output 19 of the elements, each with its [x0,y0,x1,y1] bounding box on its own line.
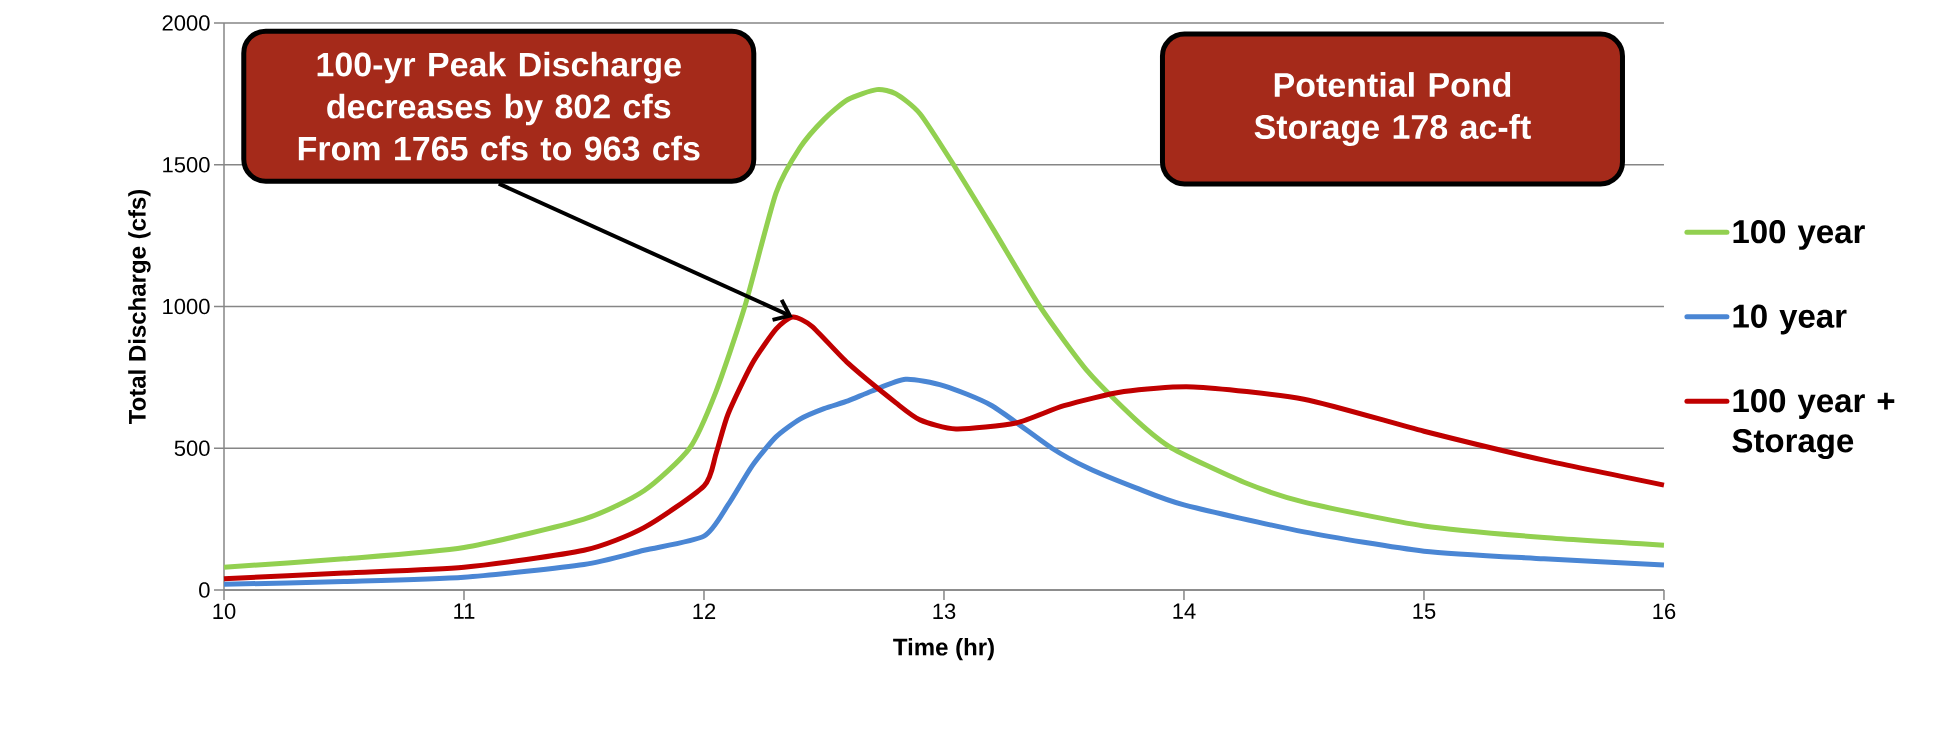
y-tick-label: 0 [199,582,210,598]
legend-label: 10 year [1733,304,1847,335]
y-axis-title: Total Discharge (cfs) [128,189,151,425]
x-tick-label: 16 [1653,603,1676,620]
y-tick-label: 1500 [163,156,210,173]
x-tick-label: 12 [693,603,716,619]
x-tick-label: 15 [1413,603,1436,619]
x-tick-label: 14 [1173,603,1196,619]
annotation: Potential Pond Storage 178 ac-ft [1254,72,1531,146]
legend-label: 100 year [1733,219,1865,250]
annotation: 100-yr Peak Discharge decreases by 802 cfs From 1765 cfs to 963 cfs [298,51,700,161]
x-tick-label: 10 [213,603,236,620]
legend-label: 100 year + Storage [1732,389,1895,460]
x-tick-label: 13 [933,603,956,620]
y-tick-label: 1000 [163,298,210,315]
y-tick-label: 500 [174,440,210,457]
x-axis-title: Time (hr) [893,637,994,661]
y-tick-label: 2000 [162,15,210,31]
x-tick-label: 11 [454,603,475,619]
